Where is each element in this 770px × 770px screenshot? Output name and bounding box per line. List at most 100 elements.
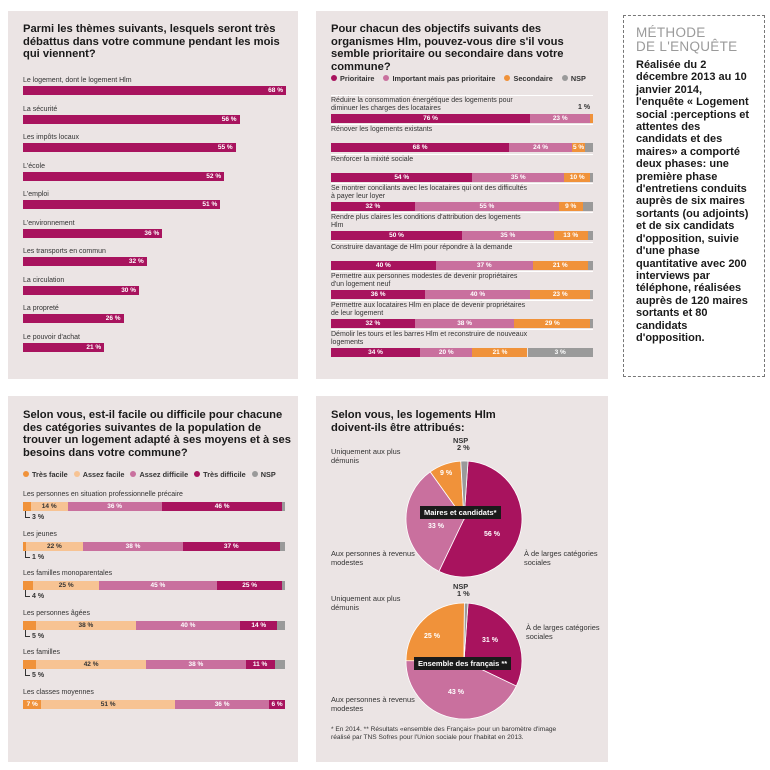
segment: 14 % [240, 620, 278, 630]
chart-title-attribution: Selon vous, les logements Hlm doivent-il… [331, 409, 496, 434]
row-label: Les transports en commun [23, 248, 106, 255]
segment: 40 % [331, 260, 436, 270]
divider [331, 300, 593, 302]
bar: 56 % [23, 114, 240, 124]
segment [587, 231, 593, 241]
pie-chart [405, 460, 523, 578]
segment: 11 % [245, 660, 275, 670]
segment [585, 143, 593, 153]
segment: 46 % [161, 502, 283, 511]
segment: 36 % [174, 700, 270, 709]
legend-item: Assez facile [73, 470, 124, 479]
legend-item: Assez difficile [130, 470, 188, 479]
legend-item: Très facile [23, 470, 68, 479]
segment: 21 % [532, 260, 588, 270]
segment: 40 % [425, 289, 531, 299]
bar: 55 % [23, 143, 236, 152]
slice-label: 43 % [448, 689, 464, 696]
divider [331, 329, 593, 331]
annotation: 1 % [578, 104, 591, 111]
slice-label: 33 % [428, 523, 444, 530]
row-label: Le pouvoir d'achat [23, 333, 80, 341]
segment [590, 114, 593, 123]
row-label: Renforcer la mixité sociale [331, 155, 414, 163]
segment: 54 % [331, 172, 473, 182]
bar: 52 % [23, 171, 225, 181]
segment: 14 % [30, 502, 68, 511]
pie-slice [405, 660, 517, 720]
segment: 10 % [564, 172, 591, 182]
outside-label: 5 % [32, 632, 45, 640]
legend-item: Important mais pas prioritaire [383, 74, 495, 83]
segment [23, 660, 37, 670]
segment: 9 % [558, 201, 583, 211]
segment: 38 % [414, 319, 515, 329]
segment [590, 319, 593, 329]
legend-item: Prioritaire [331, 74, 374, 83]
segment: 35 % [462, 231, 554, 241]
chart-title-facile: Selon vous, est-il facile ou difficile p… [23, 409, 291, 459]
segment: 37 % [182, 541, 280, 551]
divider [331, 95, 593, 96]
nsp-label: NSP [453, 436, 469, 445]
label-uniquement: Uniquement aux plus démunis [331, 447, 401, 465]
segment: 51 % [41, 700, 175, 709]
pie-group-label: Maires et candidats* [420, 506, 501, 519]
row-label: Les impôts locaux [23, 134, 80, 141]
legend-item: NSP [561, 74, 586, 83]
chart-title-themes: Parmi les thèmes suivants, lesquels sero… [23, 23, 280, 60]
segment: 35 % [472, 172, 565, 182]
label-larges: À de larges catégories sociales [526, 623, 600, 641]
row-label: Réduire la consommation énergétique des … [331, 97, 513, 112]
legend-dot [130, 471, 137, 477]
bar: 26 % [23, 314, 124, 323]
row-label: Les classes moyennes [23, 689, 94, 696]
segment [23, 541, 26, 551]
row-label: Permettre aux locataires Hlm en place de… [331, 302, 526, 318]
divider [331, 182, 593, 184]
segment: 37 % [435, 260, 533, 270]
legend-dot [23, 471, 29, 477]
outside-leader [25, 629, 30, 637]
segment: 38 % [36, 620, 136, 630]
segment: 23 % [530, 289, 591, 299]
row-label: Rendre plus claires les conditions d'att… [331, 214, 521, 230]
segment: 38 % [146, 660, 246, 670]
segment: 34 % [331, 348, 421, 358]
slice-label: 31 % [482, 637, 498, 644]
bar: 68 % [23, 86, 286, 95]
segment [590, 172, 593, 182]
row-label: Les jeunes [23, 530, 57, 538]
pie-slice [405, 471, 465, 572]
segment [23, 502, 31, 511]
segment [279, 541, 285, 551]
segment: 3 % [527, 348, 593, 358]
label-revenus: Aux personnes à revenus modestes [331, 695, 415, 713]
pie-group-label: Ensemble des français ** [414, 657, 512, 670]
row-label: L'environnement [23, 219, 75, 227]
segment: 29 % [514, 319, 591, 329]
row-label: L'école [23, 162, 45, 170]
segment: 36 % [67, 502, 162, 511]
divider [331, 124, 593, 126]
segment: 6 % [269, 700, 285, 709]
legend-dot [194, 471, 201, 477]
nsp-label: NSP [453, 582, 469, 591]
pie-slice [463, 602, 469, 662]
outside-label: 1 % [32, 553, 45, 561]
legend-item: Secondaire [504, 74, 553, 83]
segment: 20 % [420, 348, 473, 358]
outside-leader [25, 669, 30, 677]
method-title-1: MÉTHODE [636, 25, 706, 40]
panel-themes: Parmi les thèmes suivants, lesquels sero… [8, 11, 298, 379]
row-label: Les familles [23, 649, 60, 657]
chart-title-objectifs: Pour chacun des objectifs suivants des o… [331, 23, 564, 73]
bar: 30 % [23, 285, 140, 295]
segment: 42 % [36, 660, 147, 670]
nsp-value: 2 % [457, 443, 470, 452]
footnote: * En 2014. ** Résultats «ensemble des Fr… [331, 726, 557, 741]
segment: 24 % [509, 143, 573, 153]
legend-item: NSP [251, 470, 276, 479]
row-label: Les personnes en situation professionnel… [23, 491, 183, 498]
segment [277, 620, 285, 630]
